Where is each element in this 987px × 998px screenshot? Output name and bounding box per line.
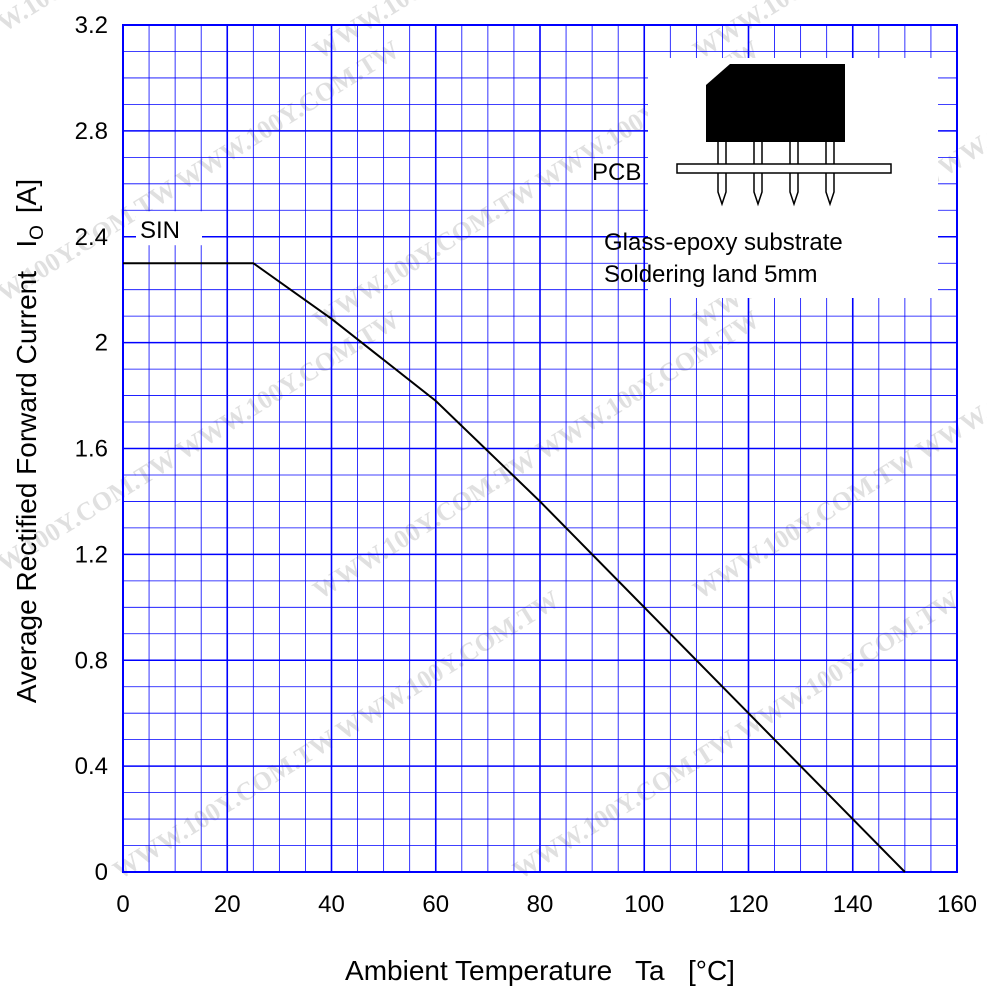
series-label: SIN [140,217,180,244]
y-tick-label: 2.8 [75,118,108,145]
watermark-text: WWW.100Y.COM.TW WWW.100Y.COM.TW [308,305,765,605]
y-tick-label: 0.8 [75,647,108,674]
x-tick-label: 100 [624,891,664,918]
svg-text:Average Rectified Forward Curr: Average Rectified Forward Current IO [A] [11,140,48,756]
y-tick-label: 2.4 [75,224,108,251]
watermark-text: WWW.100Y.COM.TW WWW.100Y.COM.TW [688,305,987,605]
x-tick-label: 140 [833,891,873,918]
package-leads [717,142,835,207]
x-tick-label: 80 [527,891,554,918]
series-label-bg [136,211,202,246]
x-axis-title: Ambient Temperature Ta [°C] [345,955,735,986]
x-tick-label: 120 [728,891,768,918]
x-tick-label: 60 [422,891,449,918]
x-tick-labels: 0 20 40 60 80 100 120 140 160 [116,891,977,918]
y-axis-title-main: Average Rectified Forward Current I [11,240,42,703]
plot-frame [122,24,958,873]
pcb-board [676,163,892,174]
y-tick-label: 1.6 [75,436,108,463]
y-tick-label: 0.4 [75,753,108,780]
y-tick-label: 1.2 [75,541,108,568]
x-tick-label: 40 [318,891,345,918]
x-tick-label: 20 [214,891,241,918]
x-tick-label: 160 [937,891,977,918]
watermark-text: WWW.100Y.COM.TW WWW.100Y.COM.TW [108,585,565,885]
y-axis-title-unit: [A] [11,179,42,213]
watermark-text: WWW.100Y.COM.TW WWW.100Y.COM.TW [508,585,965,885]
y-axis-title: Average Rectified Forward Current IO [A] [11,140,48,756]
y-axis-title-sub: O [27,225,48,240]
y-tick-label: 3.2 [75,12,108,39]
y-tick-label: 2 [95,330,108,357]
pcb-label: PCB [592,159,641,186]
y-tick-label: 0 [95,859,108,886]
series-line-sin [123,262,906,873]
package-body [706,64,845,142]
x-tick-label: 0 [116,891,129,918]
substrate-label: Glass-epoxy substrate [604,229,843,256]
series-layer: SIN [123,211,906,873]
package-inset: PCB Glass-epoxy substrate Soldering land… [592,58,938,298]
y-tick-labels: 0 0.4 0.8 1.2 1.6 2 2.4 2.8 3.2 [75,12,108,886]
soldering-label: Soldering land 5mm [604,261,817,288]
